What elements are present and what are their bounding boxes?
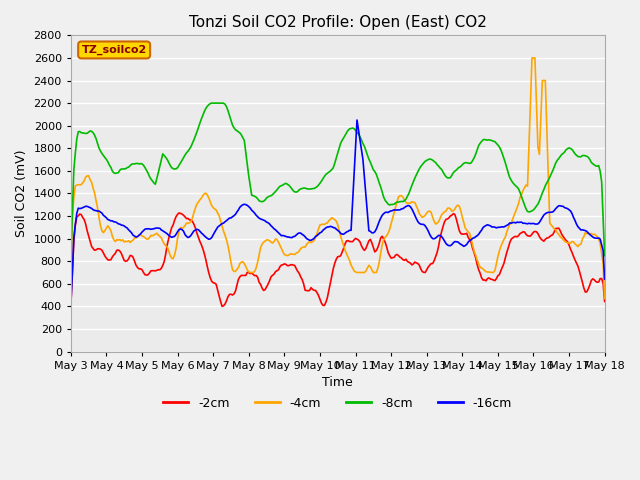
-8cm <box>67 255 75 261</box>
X-axis label: Time: Time <box>323 376 353 389</box>
-2cm <box>82 221 90 227</box>
-2cm <box>601 299 609 304</box>
-4cm <box>401 197 408 203</box>
-2cm <box>166 230 174 236</box>
-2cm <box>402 256 410 262</box>
-4cm <box>528 55 536 61</box>
-8cm <box>537 194 545 200</box>
-2cm <box>372 248 380 253</box>
-4cm <box>537 114 545 120</box>
Line: -8cm: -8cm <box>71 103 605 258</box>
-16cm <box>537 217 545 223</box>
-8cm <box>402 196 410 202</box>
-4cm <box>371 270 379 276</box>
-16cm <box>82 204 90 209</box>
-16cm <box>601 276 609 282</box>
-2cm <box>67 303 75 309</box>
Y-axis label: Soil CO2 (mV): Soil CO2 (mV) <box>15 150 28 237</box>
-4cm <box>166 252 174 258</box>
-4cm <box>82 174 90 180</box>
Line: -2cm: -2cm <box>71 213 605 306</box>
-8cm <box>601 253 609 259</box>
-8cm <box>166 163 174 168</box>
-16cm <box>353 117 361 123</box>
-2cm <box>537 236 545 242</box>
-2cm <box>390 254 398 260</box>
-8cm <box>390 201 398 207</box>
-8cm <box>372 171 380 177</box>
-4cm <box>67 272 75 277</box>
-4cm <box>388 215 396 221</box>
-16cm <box>402 204 410 209</box>
Text: TZ_soilco2: TZ_soilco2 <box>81 45 147 55</box>
-16cm <box>67 301 75 307</box>
-2cm <box>175 210 183 216</box>
-8cm <box>208 100 216 106</box>
-8cm <box>82 131 90 136</box>
-16cm <box>166 234 174 240</box>
Title: Tonzi Soil CO2 Profile: Open (East) CO2: Tonzi Soil CO2 Profile: Open (East) CO2 <box>189 15 486 30</box>
Line: -16cm: -16cm <box>71 120 605 304</box>
Line: -4cm: -4cm <box>71 58 605 299</box>
-4cm <box>601 296 609 301</box>
-16cm <box>390 207 398 213</box>
-16cm <box>372 226 380 232</box>
Legend: -2cm, -4cm, -8cm, -16cm: -2cm, -4cm, -8cm, -16cm <box>158 392 517 415</box>
